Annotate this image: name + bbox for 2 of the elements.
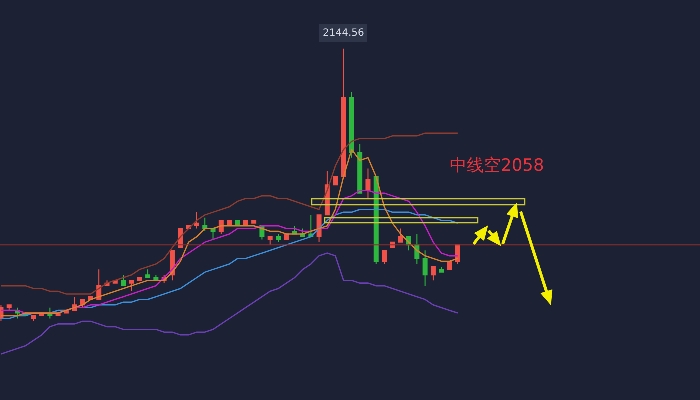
annotation: 中线空2058 bbox=[450, 156, 544, 176]
annotation: 2144.56 bbox=[323, 28, 364, 39]
